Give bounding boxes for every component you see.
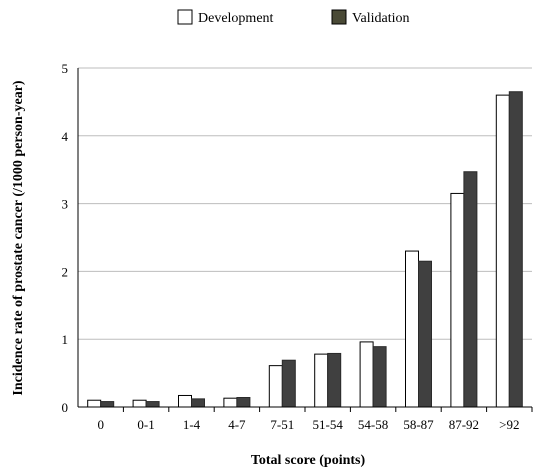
bar-development-4 xyxy=(268,365,283,408)
bar-development-0 xyxy=(87,399,102,408)
legend-label-validation: Validation xyxy=(352,11,410,26)
bar-development-5 xyxy=(314,353,329,408)
x-axis-title: Total score (points) xyxy=(251,453,366,468)
bar-development-9 xyxy=(495,94,510,408)
x-tick-label-8: 87-92 xyxy=(449,417,479,432)
y-axis-title: Incidence rate of prostate cancer (/1000… xyxy=(11,80,26,396)
bar-development-6 xyxy=(359,341,374,408)
bar-development-1 xyxy=(132,399,147,408)
bar-validation-0 xyxy=(100,401,115,408)
y-tick-label-4: 4 xyxy=(62,129,69,144)
x-tick-label-1: 0-1 xyxy=(137,417,154,432)
y-tick-labels: 0 1 2 3 4 5 xyxy=(62,61,69,415)
x-tick-label-2: 1-4 xyxy=(183,417,201,432)
bar-validation-6 xyxy=(372,346,387,408)
x-tick-label-4: 7-51 xyxy=(270,417,294,432)
bar-validation-9 xyxy=(508,91,523,408)
x-tick-label-6: 54-58 xyxy=(358,417,388,432)
legend-label-development: Development xyxy=(198,11,274,26)
y-tick-label-0: 0 xyxy=(62,400,69,415)
x-tick-label-3: 4-7 xyxy=(228,417,246,432)
x-tick-label-5: 51-54 xyxy=(313,417,344,432)
x-tick-label-7: 58-87 xyxy=(403,417,434,432)
bar-validation-7 xyxy=(418,260,432,408)
bar-validation-1 xyxy=(145,401,160,408)
legend-swatch-validation xyxy=(331,9,347,25)
bar-validation-4 xyxy=(281,359,296,408)
y-tick-label-1: 1 xyxy=(62,332,69,347)
y-tick-label-5: 5 xyxy=(62,61,69,76)
bar-development-3 xyxy=(223,397,238,408)
x-tick-labels: 0 0-1 1-4 4-7 7-51 51-54 54-58 58-87 87-92 >92 xyxy=(97,417,519,432)
y-tick-label-2: 2 xyxy=(62,264,69,279)
bar-validation-5 xyxy=(327,352,342,408)
bars xyxy=(87,91,523,408)
bar-validation-2 xyxy=(191,398,205,408)
bar-development-2 xyxy=(178,394,192,408)
x-tick-label-0: 0 xyxy=(97,417,104,432)
bar-validation-3 xyxy=(236,397,251,408)
bar-development-7 xyxy=(405,250,419,408)
legend-swatch-development xyxy=(177,9,193,25)
bar-validation-8 xyxy=(463,171,478,408)
x-tick-label-9: >92 xyxy=(499,417,519,432)
legend: Development Validation xyxy=(177,9,410,26)
bar-development-8 xyxy=(450,192,465,408)
y-tick-label-3: 3 xyxy=(62,197,69,212)
axes xyxy=(77,68,533,412)
